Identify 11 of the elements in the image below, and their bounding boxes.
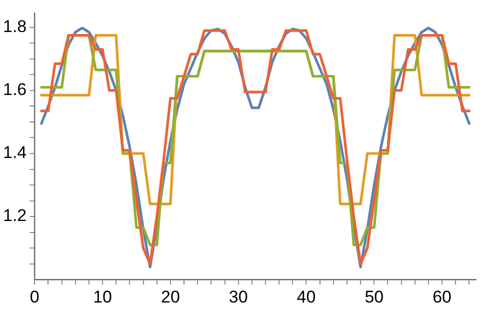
y-tick-label: 1.6	[2, 80, 27, 100]
x-tick-label: 60	[432, 287, 452, 306]
x-tick-label: 0	[30, 287, 40, 306]
y-tick-label: 1.8	[2, 17, 27, 36]
x-tick-label: 40	[296, 287, 316, 306]
y-tick-label: 1.4	[2, 143, 27, 162]
x-tick-label: 10	[93, 287, 112, 306]
x-tick-label: 20	[160, 287, 180, 306]
x-tick-label: 50	[364, 287, 384, 306]
x-tick-label: 30	[228, 287, 248, 306]
y-tick-label: 1.2	[2, 206, 27, 226]
